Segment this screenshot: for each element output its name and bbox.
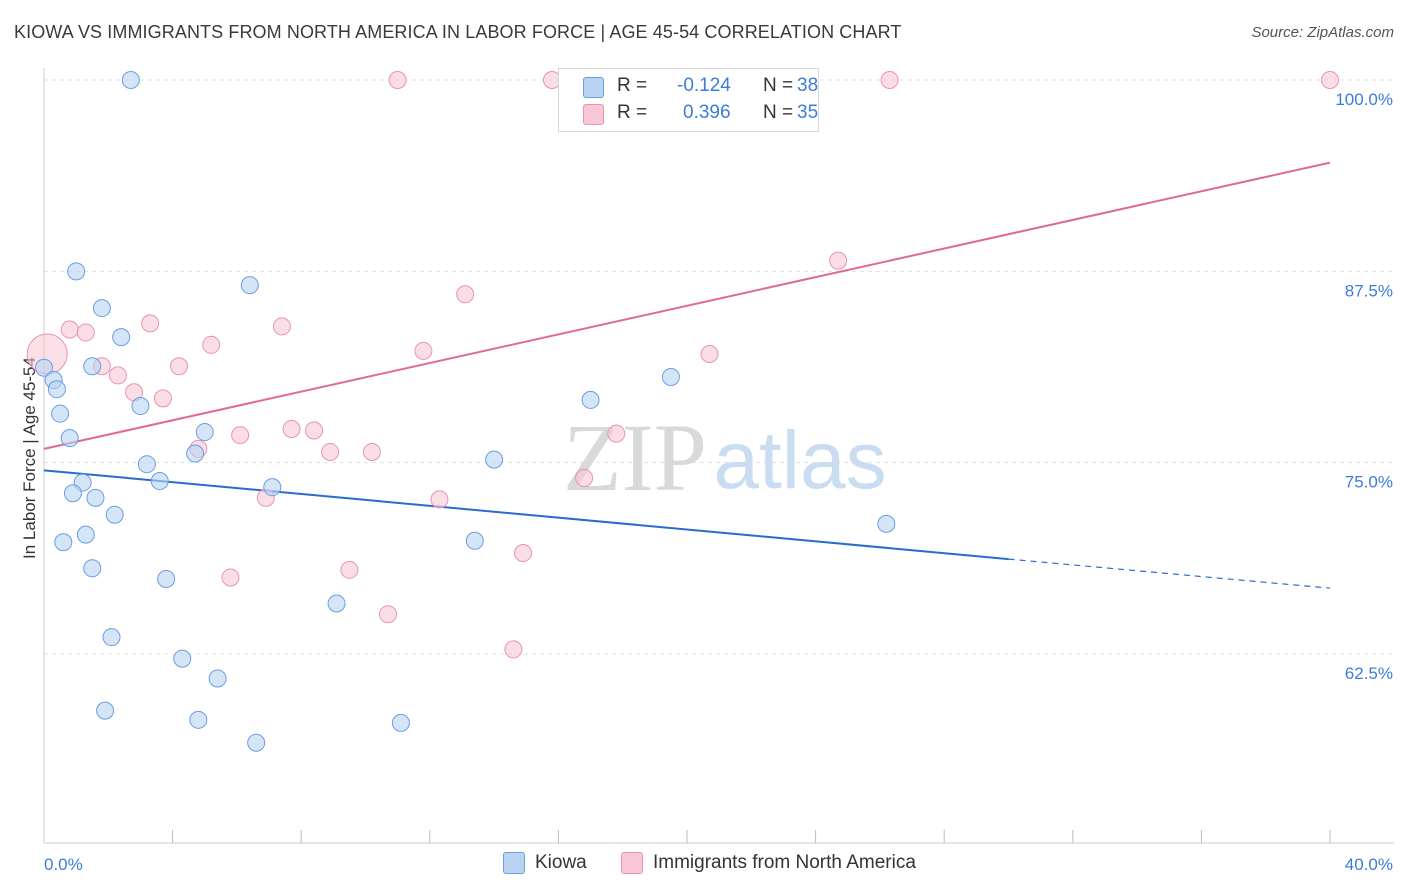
- kiowa-trend-extension: [1008, 558, 1331, 589]
- n-label: N =: [763, 102, 794, 123]
- immigrants-point: [414, 341, 433, 360]
- kiowa-point: [83, 357, 102, 376]
- kiowa-point: [92, 299, 111, 318]
- watermark-zip: ZIP: [563, 404, 707, 511]
- immigrants-point: [504, 640, 523, 659]
- immigrants-point: [829, 251, 848, 270]
- source-label: Source: ZipAtlas.com: [1251, 24, 1394, 41]
- kiowa-point: [173, 649, 192, 668]
- y-tick-label: 62.5%: [1345, 664, 1393, 683]
- kiowa-point: [131, 397, 150, 416]
- immigrants-point: [60, 320, 79, 339]
- kiowa-trend-line: [43, 469, 1009, 561]
- kiowa-point: [35, 358, 53, 377]
- immigrants-point: [170, 357, 189, 376]
- immigrants-point: [141, 314, 160, 333]
- chart-title: KIOWA VS IMMIGRANTS FROM NORTH AMERICA I…: [14, 22, 902, 42]
- kiowa-point: [263, 478, 282, 497]
- immigrants-point: [700, 344, 719, 363]
- immigrants-point: [607, 424, 626, 443]
- immigrants-point: [379, 605, 398, 624]
- kiowa-point: [67, 262, 86, 281]
- legend-label: Kiowa: [535, 852, 587, 873]
- n-label: N =: [763, 75, 794, 96]
- x-tick-label: 40.0%: [1345, 855, 1393, 874]
- r-label: R =: [617, 102, 648, 123]
- kiowa-swatch: [503, 852, 525, 874]
- kiowa-point: [96, 701, 115, 720]
- kiowa-point: [63, 484, 82, 503]
- kiowa-point: [195, 423, 214, 442]
- kiowa-point: [661, 367, 680, 386]
- immigrants-point: [880, 71, 899, 89]
- immigrants-point: [231, 426, 250, 445]
- r-value: 0.396: [683, 102, 731, 123]
- kiowa-point: [112, 328, 131, 347]
- immigrants-point: [282, 419, 301, 438]
- kiowa-swatch: [583, 77, 604, 98]
- kiowa-point: [60, 429, 79, 448]
- immigrants-point: [321, 442, 340, 461]
- kiowa-point: [465, 531, 484, 550]
- r-value: -0.124: [677, 75, 731, 96]
- immigrants-point: [514, 543, 533, 562]
- y-tick-label: 75.0%: [1345, 473, 1393, 492]
- kiowa-point: [581, 390, 600, 409]
- immigrants-point: [388, 71, 407, 89]
- legend-label: Immigrants from North America: [653, 852, 916, 873]
- r-label: R =: [617, 75, 648, 96]
- kiowa-point: [240, 276, 259, 295]
- kiowa-point: [83, 559, 102, 578]
- kiowa-point: [76, 525, 95, 544]
- immigrants-point: [362, 442, 381, 461]
- watermark-atlas: atlas: [713, 415, 886, 506]
- grid-lines: [44, 79, 1394, 655]
- immigrants-point: [340, 560, 359, 579]
- kiowa-point: [150, 472, 169, 491]
- kiowa-point: [54, 533, 73, 552]
- kiowa-point: [86, 488, 105, 507]
- kiowa-point: [121, 71, 140, 89]
- immigrants-point: [575, 468, 594, 487]
- kiowa-point: [51, 404, 70, 423]
- immigrants-point: [153, 389, 172, 408]
- kiowa-point: [208, 669, 227, 688]
- immigrants-point: [221, 568, 240, 587]
- immigrants-point: [456, 285, 475, 304]
- n-value: 38: [797, 75, 819, 96]
- n-value: 35: [797, 102, 819, 123]
- x-tick-label: 0.0%: [44, 855, 83, 874]
- immigrants-point: [76, 323, 95, 342]
- y-tick-label: 100.0%: [1335, 90, 1393, 109]
- watermark: ZIP atlas: [563, 404, 887, 511]
- trend-lines: [43, 161, 1331, 589]
- immigrants-swatch: [621, 852, 643, 874]
- tick-labels: 100.0% 87.5% 75.0% 62.5% 0.0% 40.0%: [44, 90, 1393, 874]
- y-tick-label: 87.5%: [1345, 281, 1393, 300]
- immigrants-point: [305, 421, 324, 440]
- immigrants-point: [1321, 71, 1339, 89]
- immigrants-point: [202, 335, 221, 354]
- series-legend: Kiowa Immigrants from North America: [0, 852, 1406, 878]
- correlation-legend: R = -0.124 N = 38 R = 0.396 N = 35: [558, 68, 819, 132]
- kiowa-point: [247, 733, 266, 752]
- kiowa-point: [327, 594, 346, 613]
- kiowa-point: [186, 444, 205, 463]
- kiowa-point: [485, 450, 504, 469]
- kiowa-point: [102, 628, 121, 647]
- kiowa-point: [391, 713, 410, 732]
- kiowa-point: [189, 710, 208, 729]
- axes: [43, 68, 1394, 844]
- immigrants-swatch: [583, 104, 604, 125]
- immigrants-point: [108, 366, 127, 385]
- kiowa-point: [157, 569, 176, 588]
- kiowa-point: [137, 455, 156, 474]
- kiowa-point: [877, 514, 896, 533]
- immigrants-trend-line: [43, 161, 1331, 450]
- immigrants-point: [272, 317, 291, 336]
- immigrants-point: [430, 490, 449, 509]
- kiowa-point: [105, 505, 124, 524]
- kiowa-point: [47, 380, 66, 399]
